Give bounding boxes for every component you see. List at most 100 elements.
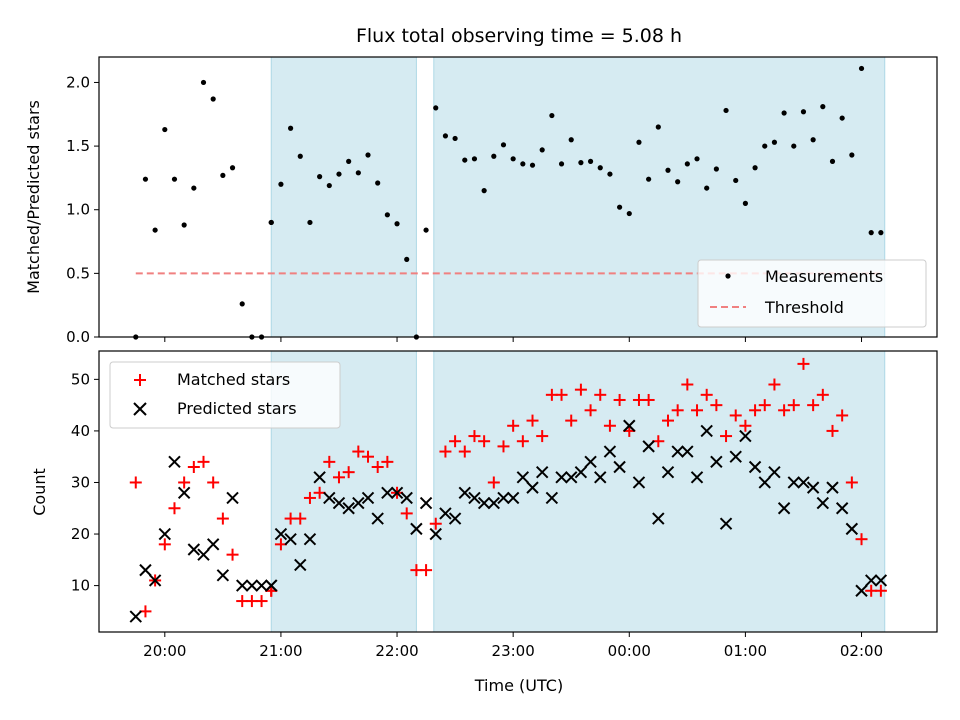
matched-stars-point (555, 388, 568, 401)
predicted-stars-point (565, 471, 578, 484)
predicted-stars-point (864, 574, 878, 587)
matched-stars-point (758, 399, 771, 412)
matched-stars-point (826, 424, 839, 437)
measurement-point (587, 158, 594, 164)
top-observing-window-0 (271, 57, 417, 337)
measurement-point (829, 158, 836, 164)
measurement-point (558, 161, 565, 167)
legend-label-matched: Matched stars (177, 370, 290, 389)
legend-label-measurements: Measurements (765, 267, 883, 286)
measurement-point (646, 176, 652, 182)
measurement-point (297, 153, 303, 159)
matched-stars-point (178, 476, 191, 489)
measurement-point (229, 165, 236, 171)
matched-stars-point (691, 404, 704, 417)
measurement-point (578, 160, 584, 166)
matched-stars-point (226, 548, 239, 561)
predicted-stars-point (497, 491, 510, 505)
predicted-stars-point (768, 465, 781, 479)
matched-stars-point (574, 383, 587, 396)
predicted-stars-point (652, 512, 665, 525)
measurement-point (849, 152, 855, 158)
predicted-stars-point (748, 460, 762, 474)
measurement-point (771, 139, 778, 145)
matched-stars-point (381, 455, 394, 468)
matched-stars-point (294, 512, 307, 525)
bottom-y-tick-label: 40 (71, 422, 90, 440)
predicted-stars-point (729, 450, 742, 463)
measurement-point (520, 161, 526, 167)
bottom-y-tick-label: 50 (71, 370, 90, 388)
predicted-stars-point (216, 569, 230, 582)
matched-stars-point (787, 399, 800, 412)
predicted-stars-point (632, 476, 646, 489)
predicted-stars-point (371, 512, 384, 525)
predicted-stars-point (816, 496, 830, 510)
predicted-stars-point (613, 460, 626, 474)
measurement-point (704, 185, 710, 191)
predicted-stars-point (187, 543, 201, 556)
x-tick-label: 23:00 (492, 642, 535, 660)
predicted-stars-point (777, 502, 791, 515)
matched-stars-point (836, 409, 849, 422)
top-y-tick-label: 0.0 (66, 328, 90, 346)
measurement-point (394, 221, 400, 227)
predicted-stars-point (352, 496, 365, 510)
bottom-y-axis-label: Count (30, 468, 49, 516)
top-y-tick-label: 1.5 (66, 137, 90, 155)
matched-stars-point (362, 450, 375, 463)
measurement-point (655, 124, 661, 130)
matched-stars-point (129, 476, 142, 489)
predicted-stars-point (410, 522, 423, 536)
predicted-stars-point (739, 429, 752, 443)
predicted-stars-point (361, 491, 375, 505)
matched-stars-point (207, 476, 220, 489)
matched-stars-point (400, 507, 413, 520)
matched-stars-point (603, 419, 616, 432)
measurement-point (868, 230, 874, 236)
measurement-point (626, 210, 632, 217)
matched-stars-point (216, 512, 229, 525)
x-tick-label: 20:00 (143, 642, 186, 660)
matched-stars-point (671, 404, 684, 417)
measurement-point (810, 137, 816, 143)
predicted-stars-point (826, 481, 839, 494)
measurement-point (375, 180, 381, 186)
matched-stars-point (526, 414, 539, 427)
measurement-point (346, 158, 352, 164)
predicted-stars-point (661, 465, 675, 479)
measurement-point (481, 188, 487, 194)
predicted-stars-point (594, 471, 607, 484)
matched-stars-point (661, 414, 674, 427)
observing-windows-bottom (270, 351, 886, 632)
predicted-stars-point (516, 471, 530, 484)
predicted-stars-point (671, 445, 684, 458)
matched-stars-point (729, 409, 742, 422)
predicted-stars-point (806, 481, 820, 494)
measurement-point (462, 157, 468, 163)
measurement-point (665, 167, 671, 173)
measurement-point (675, 179, 681, 185)
measurement-point (694, 156, 700, 162)
measurement-point (210, 96, 216, 102)
predicted-stars-point (381, 486, 394, 499)
matched-stars-point (720, 430, 733, 443)
measurement-point (752, 165, 758, 171)
predicted-stars-point (448, 512, 462, 525)
measurement-point (820, 104, 826, 110)
predicted-stars-point (506, 491, 520, 505)
measurement-point (617, 204, 623, 210)
measurement-point (713, 166, 719, 172)
measurement-point (491, 153, 497, 159)
predicted-stars-point (245, 579, 259, 592)
measurement-point (404, 256, 410, 262)
predicted-stars-point (855, 584, 868, 597)
measurement-point (162, 126, 168, 133)
matched-stars-point (797, 357, 810, 370)
matched-stars-point (439, 445, 452, 458)
bottom-y-ticks: 10 20 30 40 50 (71, 370, 99, 595)
x-axis-label: Time (UTC) (474, 676, 563, 695)
measurement-point (539, 147, 545, 153)
measurement-point (733, 177, 739, 184)
measurement-point (529, 162, 536, 168)
